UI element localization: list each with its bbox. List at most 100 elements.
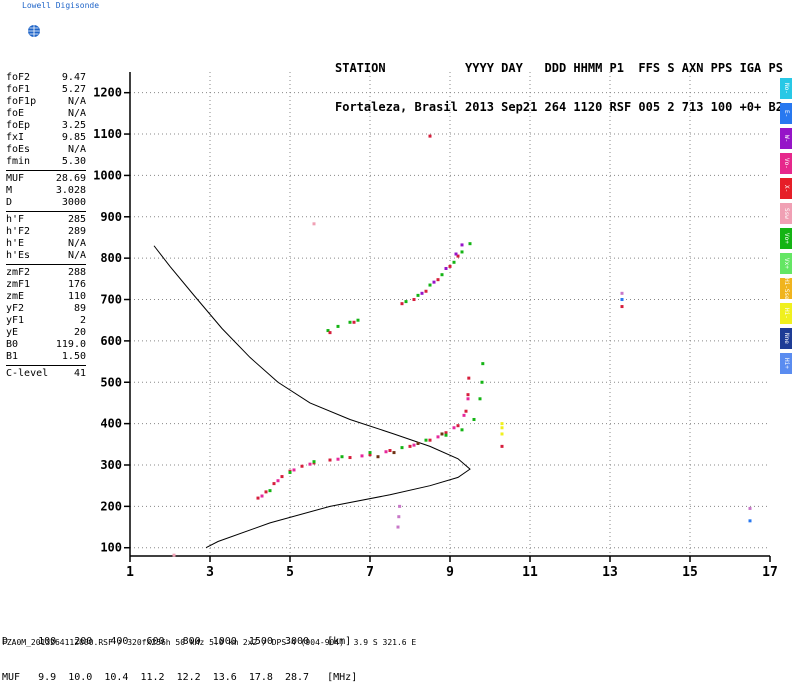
param-value: 3.028 [55, 185, 86, 196]
echo-point [420, 291, 424, 295]
param-row: M 3.028 [6, 185, 86, 197]
param-label: h'F2 [6, 226, 31, 237]
echo-point [466, 397, 470, 401]
echo-point [432, 280, 436, 284]
echo-point [460, 243, 464, 247]
echo-point [456, 424, 460, 428]
param-label: foE [6, 108, 25, 119]
param-value: N/A [67, 108, 86, 119]
echo-point [412, 443, 416, 447]
param-value: 41 [73, 368, 86, 379]
echo-point [264, 490, 268, 494]
scaled-parameters-panel: foF2 9.47 foF1 5.27 foF1p N/A foE N/A foEp 3.25 fx… [6, 72, 86, 380]
echo-point [172, 553, 176, 557]
echo-point [428, 438, 432, 442]
echo-point [348, 456, 352, 460]
param-separator [6, 365, 86, 366]
density-profile-line [153, 245, 471, 549]
echo-point [444, 433, 448, 437]
param-value: 89 [73, 303, 86, 314]
echo-point [352, 320, 356, 324]
echo-point [280, 475, 284, 479]
param-value: 3.25 [61, 120, 86, 131]
globe-icon [8, 4, 41, 37]
legend-item: Ssw [780, 203, 792, 224]
param-label: h'Es [6, 250, 31, 261]
header-line-1: STATION YYYY DAY DDD HHMM P1 FFS S AXN P… [335, 61, 783, 75]
echo-point [460, 428, 464, 432]
param-value: 288 [67, 267, 86, 278]
legend-item: Hi+ [780, 353, 792, 374]
echo-point [312, 222, 316, 226]
y-tick-label: 1000 [93, 168, 122, 182]
y-tick-label: 600 [100, 334, 122, 348]
x-tick-label: 13 [602, 565, 618, 580]
param-row: foF1p N/A [6, 96, 86, 108]
param-value: 285 [67, 214, 86, 225]
echo-point [328, 458, 332, 462]
echo-point [272, 482, 276, 486]
x-tick-label: 11 [522, 565, 538, 580]
legend-item: Vo- [780, 153, 792, 174]
d-row: D 100 200 400 600 800 1000 1500 3000 [km… [2, 636, 352, 647]
param-value: 5.30 [61, 156, 86, 167]
param-value: 9.85 [61, 132, 86, 143]
param-label: yF2 [6, 303, 25, 314]
echo-point [464, 409, 468, 413]
param-value: 119.0 [55, 339, 86, 350]
echo-point [300, 464, 304, 468]
file-info-footer: FZA0M_2013264112000.RSF / 320fx256h 50 k… [2, 638, 417, 647]
legend-item: X- [780, 178, 792, 199]
org-label: Lowell Digisonde [22, 1, 100, 10]
param-value: N/A [67, 144, 86, 155]
param-label: zmF2 [6, 267, 31, 278]
echo-point [500, 426, 504, 430]
echo-point [748, 519, 752, 523]
y-tick-label: 1100 [93, 127, 122, 141]
legend: No- E- W- Vo- X- Ssw Vo+ Vx+ Hi-Sse Hi- Nne Hi+ [780, 78, 792, 378]
echo-point [428, 134, 432, 138]
param-value: 176 [67, 279, 86, 290]
y-tick-label: 700 [100, 293, 122, 307]
param-row: h'F 285 [6, 214, 86, 226]
echo-point [416, 441, 420, 445]
echo-point [500, 422, 504, 426]
x-tick-label: 3 [206, 565, 214, 580]
echo-point [460, 250, 464, 254]
x-tick-label: 15 [682, 565, 698, 580]
x-tick-label: 9 [446, 565, 454, 580]
param-row: fmin 5.30 [6, 156, 86, 168]
param-row: zmF2 288 [6, 267, 86, 279]
param-row: foF1 5.27 [6, 84, 86, 96]
echo-point [260, 494, 264, 498]
param-row: foEs N/A [6, 144, 86, 156]
echo-point [416, 293, 420, 297]
y-tick-label: 300 [100, 458, 122, 472]
echo-point [326, 329, 330, 333]
param-value: 28.69 [55, 173, 86, 184]
param-label: yF1 [6, 315, 25, 326]
echo-point [397, 515, 401, 519]
param-row: zmE 110 [6, 291, 86, 303]
param-value: N/A [67, 250, 86, 261]
echo-point [256, 496, 260, 500]
param-row: fxI 9.85 [6, 132, 86, 144]
y-tick-label: 800 [100, 251, 122, 265]
echo-point [456, 254, 460, 258]
param-row: h'F2 289 [6, 226, 86, 238]
param-value: 9.47 [61, 72, 86, 83]
param-row: yF2 89 [6, 303, 86, 315]
param-separator [6, 170, 86, 171]
echo-point [436, 278, 440, 282]
station-header: STATION YYYY DAY DDD HHMM P1 FFS S AXN P… [335, 36, 783, 127]
y-tick-label: 200 [100, 499, 122, 513]
echo-point [312, 460, 316, 464]
param-row: MUF 28.69 [6, 173, 86, 185]
legend-item: Hi- [780, 303, 792, 324]
echo-point [384, 450, 388, 454]
echo-point [436, 435, 440, 439]
param-label: foEp [6, 120, 31, 131]
echo-point [400, 446, 404, 450]
param-value: 5.27 [61, 84, 86, 95]
param-row: B0 119.0 [6, 339, 86, 351]
